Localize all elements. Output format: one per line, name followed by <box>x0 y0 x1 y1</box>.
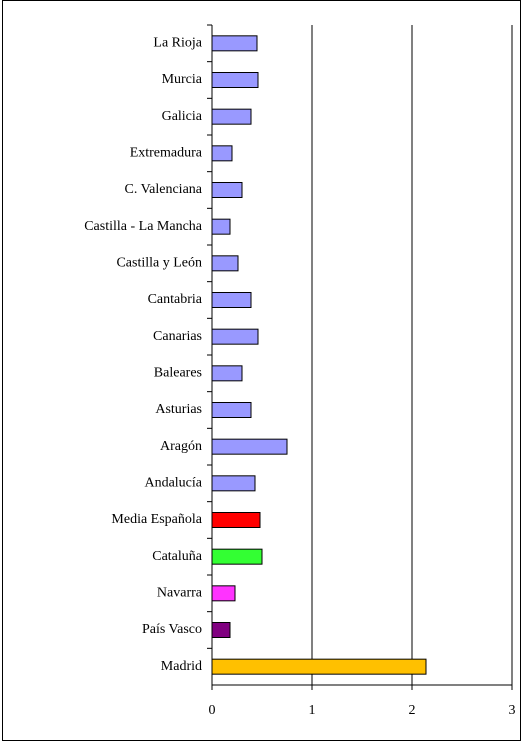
x-tick-label: 3 <box>509 703 516 718</box>
bar <box>211 145 233 162</box>
bar <box>211 548 263 565</box>
y-tick-label: Castilla - La Mancha <box>84 219 203 234</box>
y-tick-label: Navarra <box>157 586 203 601</box>
bar <box>211 658 427 675</box>
bar <box>211 72 259 88</box>
bar <box>211 182 243 198</box>
y-tick-label: Canarias <box>153 329 202 344</box>
bar <box>211 108 252 125</box>
bar <box>211 292 252 308</box>
bar <box>211 475 256 492</box>
y-tick-label: Baleares <box>154 366 202 381</box>
x-tick-label: 2 <box>409 703 416 718</box>
y-tick-label: Cantabria <box>148 292 203 307</box>
x-tick-label: 0 <box>209 703 216 718</box>
bar <box>211 35 258 52</box>
bar <box>211 512 261 528</box>
y-tick-label: La Rioja <box>153 36 202 51</box>
bar <box>211 402 252 418</box>
bar <box>211 328 259 345</box>
y-tick-label: Madrid <box>161 659 202 674</box>
bar <box>211 438 288 455</box>
y-tick-label: Aragón <box>160 439 202 454</box>
bar <box>211 365 243 382</box>
y-tick-label: Media Española <box>111 512 202 527</box>
y-tick-label: Castilla y León <box>116 256 202 271</box>
y-tick-label: Extremadura <box>130 146 203 161</box>
y-tick-label: Murcia <box>162 72 203 87</box>
bar <box>211 218 231 235</box>
x-tick-label: 1 <box>309 703 316 718</box>
y-tick-label: Cataluña <box>152 549 203 564</box>
y-tick-label: Asturias <box>155 402 202 417</box>
bar <box>211 622 231 638</box>
y-tick-label: Galicia <box>162 109 203 124</box>
y-tick-label: C. Valenciana <box>125 182 203 197</box>
y-tick-label: País Vasco <box>142 622 202 637</box>
y-tick-label: Andalucía <box>144 476 202 491</box>
bar <box>211 585 236 602</box>
bar <box>211 255 239 272</box>
